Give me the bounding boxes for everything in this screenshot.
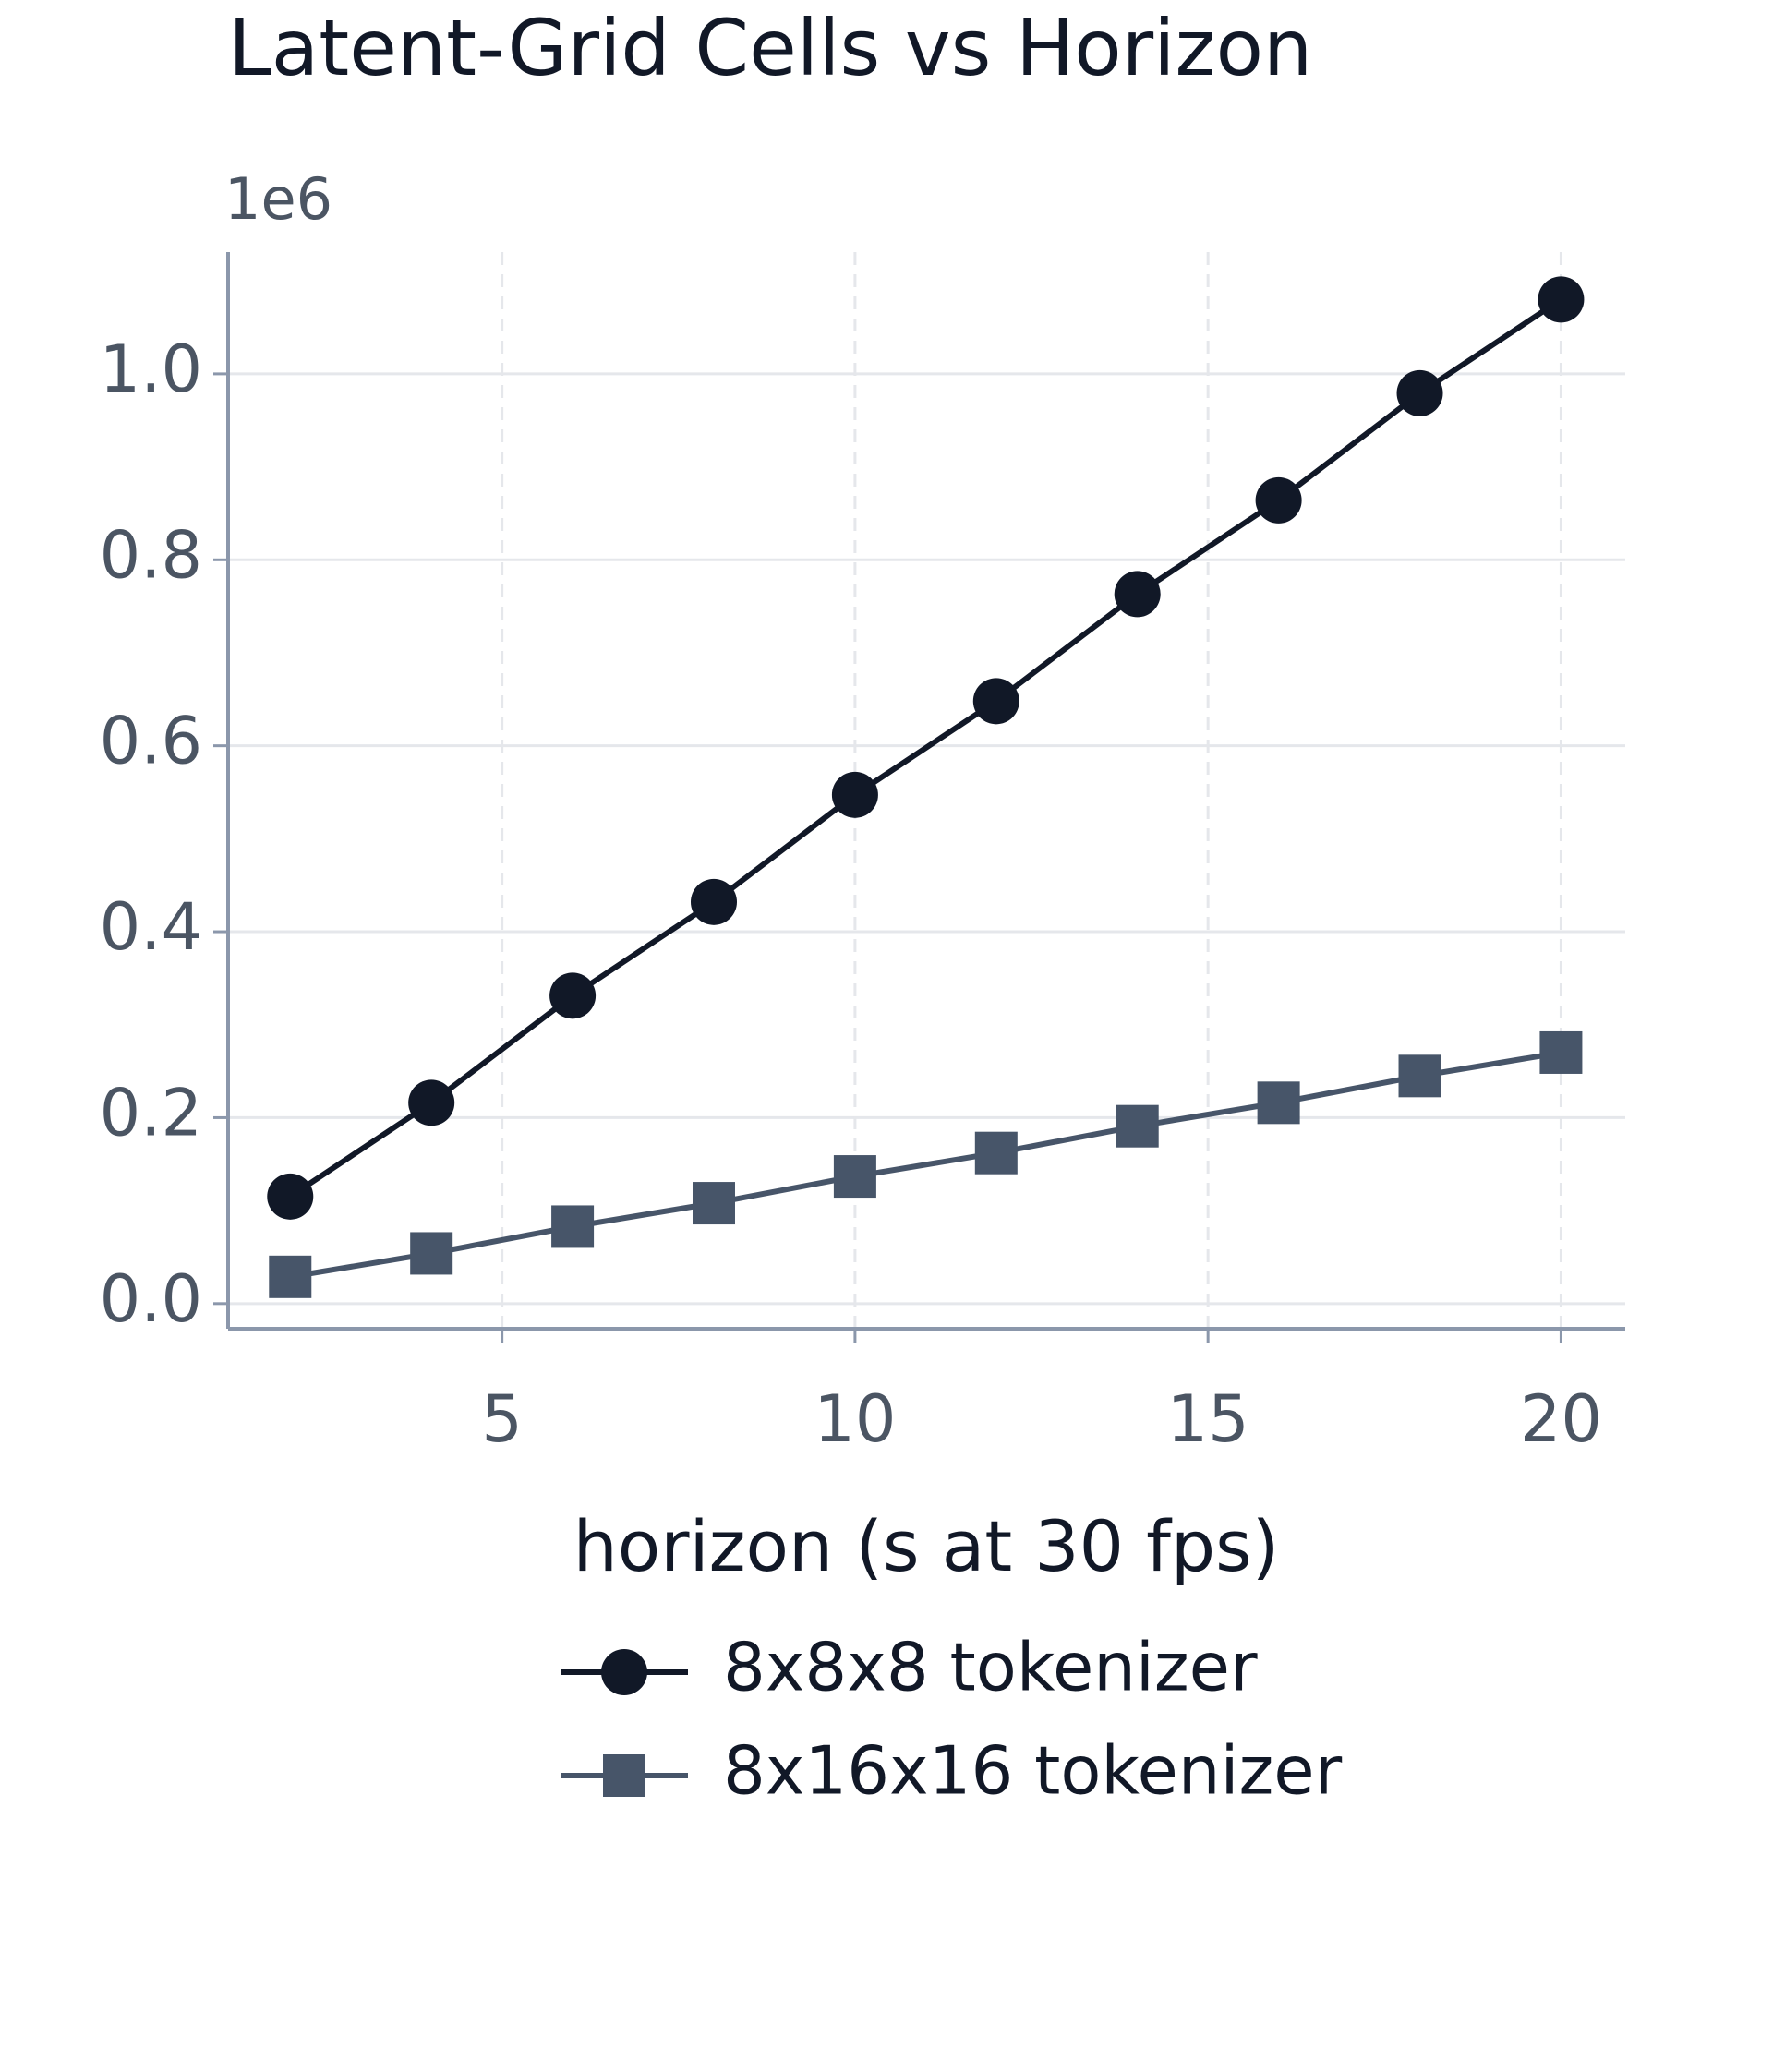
legend-label: 8x8x8 tokenizer — [723, 1629, 1258, 1706]
data-point — [410, 1232, 453, 1275]
y-tick-label: 0.4 — [100, 889, 202, 965]
data-point — [833, 1155, 876, 1199]
series-line — [289, 1049, 1562, 1280]
y-tick-label: 0.8 — [100, 517, 202, 593]
data-point — [1257, 1081, 1300, 1125]
data-point — [692, 1182, 735, 1225]
data-point — [1116, 1104, 1159, 1148]
series-line — [288, 296, 1563, 1199]
y-tick-label: 0.6 — [100, 704, 202, 779]
legend-label: 8x16x16 tokenizer — [723, 1732, 1343, 1810]
legend-marker — [601, 1649, 647, 1695]
data-point — [551, 1205, 595, 1248]
data-point — [1255, 476, 1302, 524]
data-point — [1538, 276, 1585, 323]
y-offset-label: 1e6 — [224, 165, 332, 233]
data-point — [549, 972, 597, 1019]
chart-title: Latent-Grid Cells vs Horizon — [228, 3, 1312, 93]
data-point — [690, 878, 737, 925]
data-point — [1398, 1054, 1441, 1098]
data-point — [831, 771, 878, 818]
x-tick-label: 10 — [814, 1381, 896, 1457]
data-point — [1114, 571, 1161, 618]
x-axis-label: horizon (s at 30 fps) — [573, 1505, 1280, 1587]
data-point — [408, 1079, 455, 1126]
data-point — [269, 1255, 312, 1298]
legend-marker — [603, 1754, 645, 1797]
data-point — [972, 678, 1019, 725]
y-tick-label: 0.2 — [100, 1075, 202, 1150]
data-point — [267, 1173, 314, 1220]
x-tick-label: 15 — [1167, 1381, 1249, 1457]
data-point — [1396, 369, 1443, 416]
y-tick-label: 1.0 — [100, 331, 202, 407]
data-point — [974, 1131, 1018, 1175]
x-tick-label: 5 — [481, 1381, 523, 1457]
y-tick-label: 0.0 — [100, 1261, 202, 1337]
x-tick-label: 20 — [1520, 1381, 1602, 1457]
data-point — [1539, 1030, 1583, 1074]
